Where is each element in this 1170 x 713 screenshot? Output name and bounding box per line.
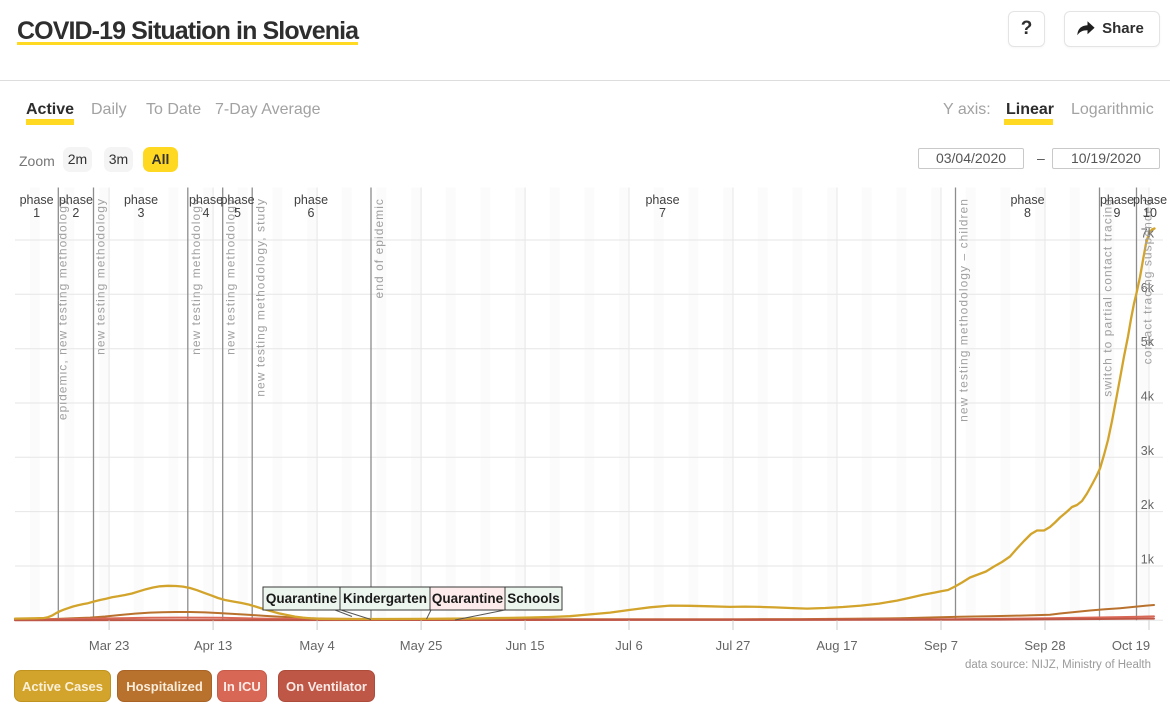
svg-text:end of epidemic: end of epidemic [372, 198, 386, 298]
svg-text:epidemic, new testing methodol: epidemic, new testing methodology [56, 198, 70, 420]
svg-text:3k: 3k [1141, 444, 1155, 458]
svg-text:May 25: May 25 [400, 638, 443, 653]
svg-text:contact tracing suspended: contact tracing suspended [1141, 198, 1155, 364]
svg-text:switch to partial contact trac: switch to partial contact tracing [1101, 198, 1115, 397]
svg-text:Kindergarten: Kindergarten [343, 591, 427, 606]
svg-text:new testing methodology: new testing methodology [94, 198, 108, 355]
svg-text:Jul 6: Jul 6 [615, 638, 642, 653]
svg-text:Sep 7: Sep 7 [924, 638, 958, 653]
svg-text:May 4: May 4 [299, 638, 334, 653]
svg-text:5k: 5k [1141, 335, 1155, 349]
svg-text:Apr 13: Apr 13 [194, 638, 232, 653]
svg-text:Oct 19: Oct 19 [1112, 638, 1150, 653]
svg-text:Sep 28: Sep 28 [1024, 638, 1065, 653]
svg-text:Mar 23: Mar 23 [89, 638, 129, 653]
svg-text:4k: 4k [1141, 390, 1155, 404]
svg-text:Quarantine: Quarantine [266, 591, 338, 606]
svg-text:7k: 7k [1141, 227, 1155, 241]
svg-text:new testing methodology: new testing methodology [224, 198, 238, 355]
svg-text:6k: 6k [1141, 281, 1155, 295]
svg-text:2k: 2k [1141, 498, 1155, 512]
svg-text:Quarantine: Quarantine [432, 591, 504, 606]
svg-text:Schools: Schools [507, 591, 560, 606]
svg-text:new testing methodology – chil: new testing methodology – children [957, 198, 971, 422]
svg-text:new testing methodology: new testing methodology [189, 198, 203, 355]
svg-text:Jul 27: Jul 27 [716, 638, 751, 653]
svg-text:data source: NIJZ, Ministry of: data source: NIJZ, Ministry of Health [965, 659, 1151, 671]
svg-text:Jun 15: Jun 15 [506, 638, 545, 653]
svg-text:new testing methodology, study: new testing methodology, study [254, 198, 268, 397]
svg-text:1k: 1k [1141, 553, 1155, 567]
svg-text:Aug 17: Aug 17 [816, 638, 857, 653]
